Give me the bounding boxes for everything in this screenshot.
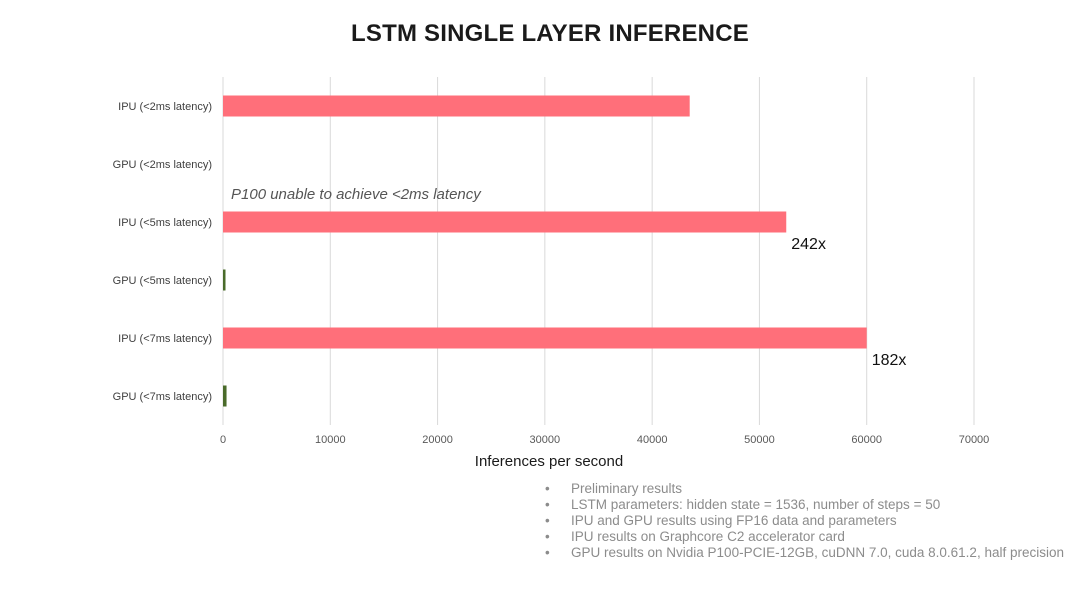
x-tick-label: 40000 [637,434,668,446]
bar [223,385,227,407]
speedup-label: 242x [791,236,826,253]
footnote-item: • LSTM parameters: hidden state = 1536, n… [545,497,1064,513]
bar [223,327,867,349]
x-tick-label: 50000 [744,434,775,446]
bullet: • [545,545,550,560]
category-label: IPU (<7ms latency) [118,333,212,345]
footnote-text: IPU and GPU results using FP16 data and … [571,513,897,528]
x-tick-label: 20000 [422,434,453,446]
x-axis-label: Inferences per second [475,453,623,470]
bullet: • [545,513,550,528]
footnote-item: • Preliminary results [545,481,1064,497]
bullet: • [545,529,550,544]
bar [223,211,787,233]
bullet: • [545,497,550,512]
category-labels: IPU (<2ms latency) GPU (<2ms latency) IPU … [113,101,212,403]
category-label: IPU (<2ms latency) [118,101,212,113]
chart-title: LSTM SINGLE LAYER INFERENCE [351,20,749,47]
x-tick-label: 10000 [315,434,346,446]
x-tick-label: 0 [220,434,226,446]
x-tick-label: 30000 [530,434,561,446]
footnote-item: • GPU results on Nvidia P100-PCIE-12GB, c… [545,545,1064,561]
footnote-item: • IPU results on Graphcore C2 accelerator… [545,529,1064,545]
footnote-text: IPU results on Graphcore C2 accelerator … [571,529,845,544]
footnotes: • Preliminary results • LSTM parameters: h… [545,481,1064,561]
speedup-label: 182x [872,352,907,369]
bar [223,95,690,117]
bars [223,95,867,407]
category-label: GPU (<7ms latency) [113,391,212,403]
bar [223,269,226,291]
footnote-item: • IPU and GPU results using FP16 data and… [545,513,1064,529]
footnote-text: LSTM parameters: hidden state = 1536, nu… [571,497,941,512]
category-label: GPU (<2ms latency) [113,159,212,171]
category-label: GPU (<5ms latency) [113,275,212,287]
annotation-text: P100 unable to achieve <2ms latency [231,186,482,203]
footnote-text: GPU results on Nvidia P100-PCIE-12GB, cu… [571,545,1064,560]
x-tick-labels: 0 10000 20000 30000 40000 50000 60000 70000 [220,434,989,446]
annotations: P100 unable to achieve <2ms latency 242x 1… [231,186,906,369]
category-label: IPU (<5ms latency) [118,217,212,229]
grid-lines [222,77,975,425]
footnote-text: Preliminary results [571,481,683,496]
x-tick-label: 60000 [851,434,882,446]
bullet: • [545,481,550,496]
x-tick-label: 70000 [959,434,990,446]
